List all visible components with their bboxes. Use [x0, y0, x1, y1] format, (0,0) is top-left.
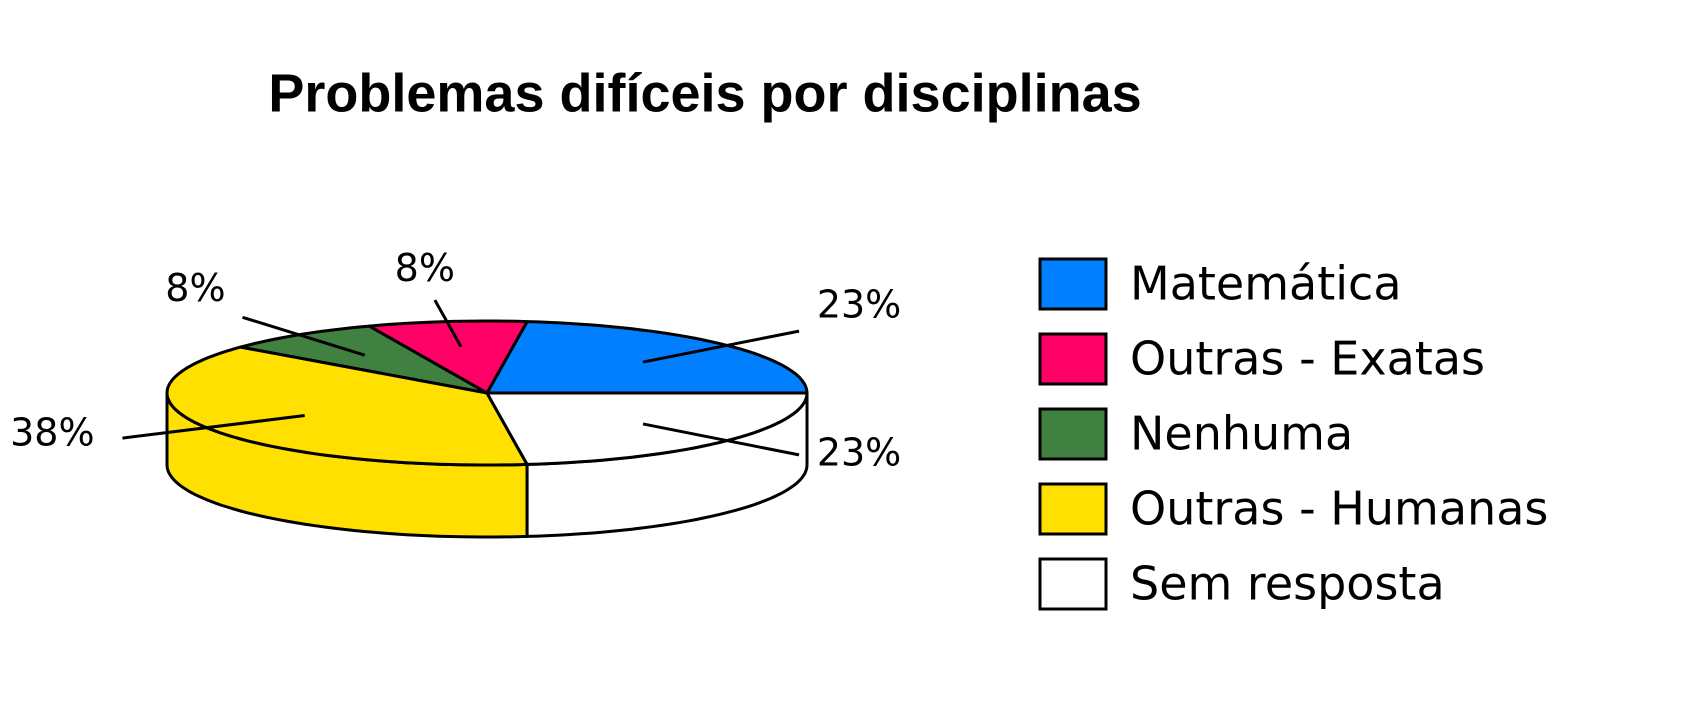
pie-slice [485, 320, 809, 395]
legend-swatch [1038, 557, 1108, 611]
legend-label: Matemática [1130, 257, 1402, 311]
legend-label: Outras - Humanas [1130, 482, 1548, 536]
data-label: 38% [10, 410, 94, 454]
legend-swatch [1038, 332, 1108, 386]
data-label: 23% [817, 430, 901, 474]
leader-line [122, 414, 305, 440]
data-label: 8% [395, 246, 455, 290]
data-label: 23% [817, 283, 901, 327]
data-label: 8% [165, 266, 225, 310]
legend-swatch [1038, 257, 1108, 311]
legend-label: Sem resposta [1130, 557, 1445, 611]
legend-swatch [1038, 407, 1108, 461]
leader-line [242, 315, 366, 357]
legend-label: Nenhuma [1130, 407, 1353, 461]
leader-line [642, 422, 800, 457]
leader-line [433, 299, 463, 348]
chart-title: Problemas difíceis por disciplinas [268, 63, 1141, 123]
leader-line [642, 329, 800, 364]
legend-label: Outras - Exatas [1130, 332, 1485, 386]
legend-swatch [1038, 482, 1108, 536]
